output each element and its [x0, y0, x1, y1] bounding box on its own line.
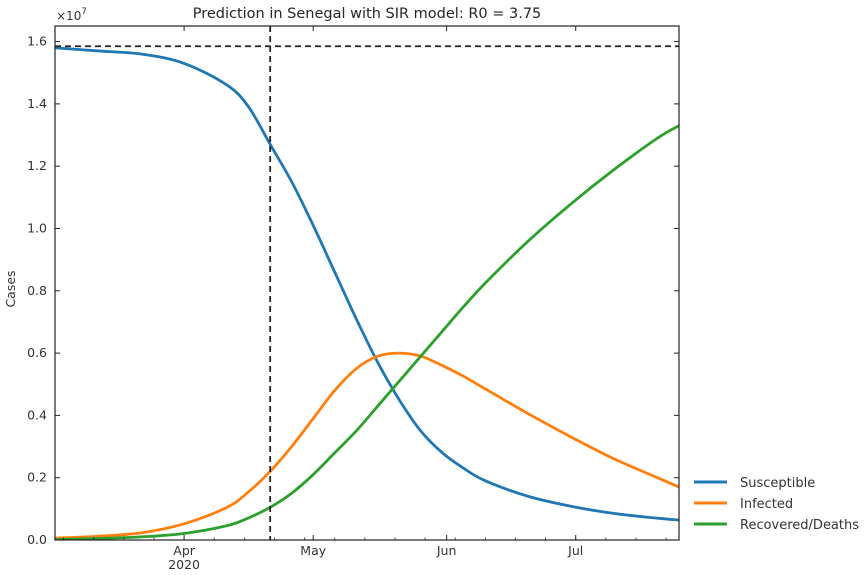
y-tick-label: 1.4 [27, 96, 47, 111]
y-tick-label: 0.0 [27, 532, 47, 547]
series-line-recovered-deaths [55, 126, 679, 540]
x-tick-label: May [300, 543, 326, 558]
legend-label: Recovered/Deaths [740, 518, 859, 533]
y-tick-label: 0.2 [27, 470, 47, 485]
legend-label: Infected [740, 497, 793, 512]
legend: Susceptible Infected Recovered/Deaths [694, 476, 859, 533]
series-group [55, 48, 679, 540]
y-tick-label: 1.0 [27, 220, 47, 235]
x-year-label: 2020 [168, 557, 200, 572]
x-tick-label: Jul [567, 543, 583, 558]
plot-frame [55, 26, 679, 540]
y-tick-label: 0.4 [27, 407, 47, 422]
y-tick-label: 0.6 [27, 345, 47, 360]
y-axis-label: Cases [3, 270, 18, 307]
plot-area [55, 26, 679, 540]
y-multiplier-base: ×10 [56, 9, 81, 23]
x-tick-label: Jun [436, 543, 457, 558]
axes: 0.0 0.2 0.4 0.6 0.8 1.0 1.2 1.4 1.6 Apr May Jun Jul 2… [27, 26, 679, 572]
series-line-susceptible [55, 48, 679, 520]
x-tick-label: Apr [173, 543, 195, 558]
y-multiplier-label: ×107 [56, 7, 87, 23]
y-tick-label: 1.6 [27, 34, 47, 49]
legend-label: Susceptible [740, 476, 815, 491]
y-multiplier-exponent: 7 [81, 7, 86, 17]
y-tick-label: 1.2 [27, 158, 47, 173]
chart-title: Prediction in Senegal with SIR model: R0… [193, 6, 542, 22]
y-tick-label: 0.8 [27, 283, 47, 298]
